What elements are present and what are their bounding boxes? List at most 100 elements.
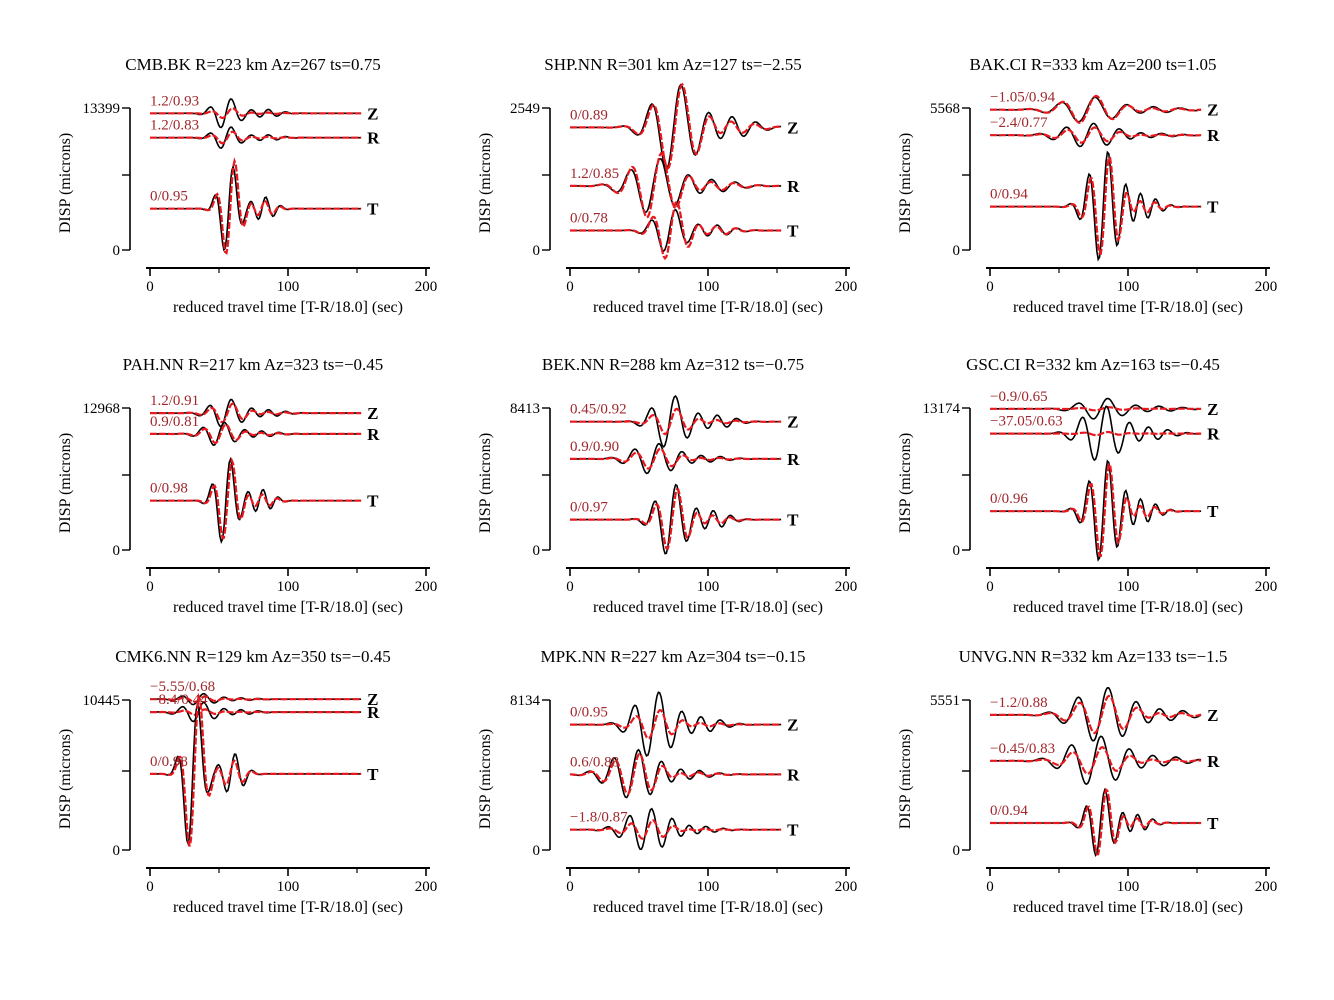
- panel-8: MPK.NN R=227 km Az=304 ts=−0.15 0 8134 DISP…: [477, 647, 857, 916]
- panel-3: BAK.CI R=333 km Az=200 ts=1.05 0 5568 DISP …: [897, 55, 1277, 316]
- x-axis-label: reduced travel time [T-R/18.0] (sec): [1013, 899, 1243, 916]
- component-label: Z: [367, 404, 378, 423]
- synthetic-trace-t: [990, 787, 1202, 856]
- x-tick-label: 100: [697, 579, 720, 595]
- synthetic-trace-z: [990, 694, 1202, 735]
- x-tick-label: 100: [277, 579, 300, 595]
- fit-label: −5.55/0.68: [150, 679, 215, 695]
- component-label: Z: [787, 413, 798, 432]
- fit-label: 0/0.98: [150, 754, 188, 770]
- fit-label: 0/0.97: [570, 500, 608, 516]
- component-label: T: [1207, 502, 1219, 521]
- y-tick-label: 0: [113, 543, 121, 559]
- panel-title: CMB.BK R=223 km Az=267 ts=0.75: [125, 55, 380, 74]
- panel-title: SHP.NN R=301 km Az=127 ts=−2.55: [544, 55, 802, 74]
- fit-label: −1.2/0.88: [990, 695, 1048, 711]
- x-tick-label: 100: [277, 879, 300, 895]
- y-tick-label: 2549: [510, 101, 540, 117]
- synthetic-trace-t: [570, 488, 782, 551]
- panel-title: BEK.NN R=288 km Az=312 ts=−0.75: [542, 355, 804, 374]
- component-label: T: [787, 821, 799, 840]
- y-axis-label: DISP (microns): [897, 729, 914, 829]
- fit-label: 0/0.95: [570, 705, 608, 721]
- y-axis-label: DISP (microns): [57, 433, 74, 533]
- fit-label: 0.6/0.88: [570, 754, 619, 770]
- y-tick-label: 0: [953, 843, 961, 859]
- x-tick-label: 100: [697, 279, 720, 295]
- component-label: R: [787, 450, 800, 469]
- panel-4: PAH.NN R=217 km Az=323 ts=−0.45 0 12968 DIS…: [57, 355, 437, 616]
- x-tick-label: 0: [566, 279, 574, 295]
- y-axis-label: DISP (microns): [477, 133, 494, 233]
- x-tick-label: 100: [697, 879, 720, 895]
- fit-label: 0/0.96: [990, 491, 1028, 507]
- y-tick-label: 0: [533, 843, 541, 859]
- panel-title: CMK6.NN R=129 km Az=350 ts=−0.45: [115, 647, 390, 666]
- fit-label: −1.8/0.87: [570, 810, 628, 826]
- x-tick-label: 200: [415, 579, 438, 595]
- y-axis-label: DISP (microns): [897, 133, 914, 233]
- fit-label: 0/0.89: [570, 107, 608, 123]
- component-label: R: [367, 129, 380, 148]
- y-tick-label: 0: [113, 243, 121, 259]
- panel-title: MPK.NN R=227 km Az=304 ts=−0.15: [540, 647, 805, 666]
- component-label: T: [367, 492, 379, 511]
- x-tick-label: 200: [1255, 279, 1278, 295]
- fit-label: 1.2/0.85: [570, 166, 619, 182]
- observed-trace-r: [990, 405, 1202, 462]
- y-tick-label: 10445: [83, 693, 121, 709]
- synthetic-trace-t: [150, 157, 362, 255]
- x-axis-label: reduced travel time [T-R/18.0] (sec): [173, 899, 403, 916]
- y-tick-label: 5551: [930, 693, 960, 709]
- synthetic-trace-z: [150, 402, 362, 424]
- x-tick-label: 0: [146, 879, 154, 895]
- synthetic-trace-r: [570, 151, 782, 219]
- synthetic-trace-r: [150, 130, 362, 145]
- fit-label: −0.45/0.83: [990, 741, 1055, 757]
- component-label: T: [1207, 814, 1219, 833]
- panel-1: CMB.BK R=223 km Az=267 ts=0.75 0 13399 DISP…: [57, 55, 437, 316]
- component-label: Z: [367, 104, 378, 123]
- component-label: T: [1207, 198, 1219, 217]
- component-label: Z: [1207, 400, 1218, 419]
- observed-trace-z: [570, 83, 782, 171]
- panel-5: BEK.NN R=288 km Az=312 ts=−0.75 0 8413 DISP…: [477, 355, 857, 616]
- x-tick-label: 100: [1117, 579, 1140, 595]
- y-tick-label: 0: [953, 543, 961, 559]
- x-axis-label: reduced travel time [T-R/18.0] (sec): [173, 299, 403, 316]
- y-axis-label: DISP (microns): [57, 133, 74, 233]
- fit-label: 0.9/0.90: [570, 439, 619, 455]
- x-tick-label: 0: [146, 579, 154, 595]
- component-label: R: [1207, 126, 1220, 145]
- x-tick-label: 0: [566, 879, 574, 895]
- panel-title: GSC.CI R=332 km Az=163 ts=−0.45: [966, 355, 1220, 374]
- fit-label: 0/0.98: [150, 481, 188, 497]
- fit-label: 1.2/0.93: [150, 93, 199, 109]
- fit-label: 0/0.94: [990, 803, 1028, 819]
- fit-label: 0/0.95: [150, 189, 188, 205]
- component-label: Z: [1207, 101, 1218, 120]
- component-label: R: [367, 425, 380, 444]
- fit-label: 1.2/0.83: [150, 118, 199, 134]
- x-tick-label: 200: [835, 879, 858, 895]
- x-axis-label: reduced travel time [T-R/18.0] (sec): [1013, 599, 1243, 616]
- y-axis-label: DISP (microns): [477, 433, 494, 533]
- synthetic-trace-z: [150, 107, 362, 120]
- fit-label: 0.9/0.81: [150, 414, 199, 430]
- x-tick-label: 200: [835, 579, 858, 595]
- panel-title: UNVG.NN R=332 km Az=133 ts=−1.5: [959, 647, 1228, 666]
- observed-trace-t: [150, 456, 362, 545]
- x-axis-label: reduced travel time [T-R/18.0] (sec): [1013, 299, 1243, 316]
- component-label: T: [787, 511, 799, 530]
- fit-label: −1.05/0.94: [990, 90, 1056, 106]
- observed-trace-t: [990, 459, 1202, 562]
- x-tick-label: 0: [986, 879, 994, 895]
- component-label: R: [1207, 425, 1220, 444]
- component-label: Z: [787, 716, 798, 735]
- observed-trace-r: [990, 735, 1202, 786]
- fit-label: −0.9/0.65: [990, 389, 1048, 405]
- synthetic-trace-r: [150, 708, 362, 716]
- y-tick-label: 0: [533, 543, 541, 559]
- component-label: Z: [787, 118, 798, 137]
